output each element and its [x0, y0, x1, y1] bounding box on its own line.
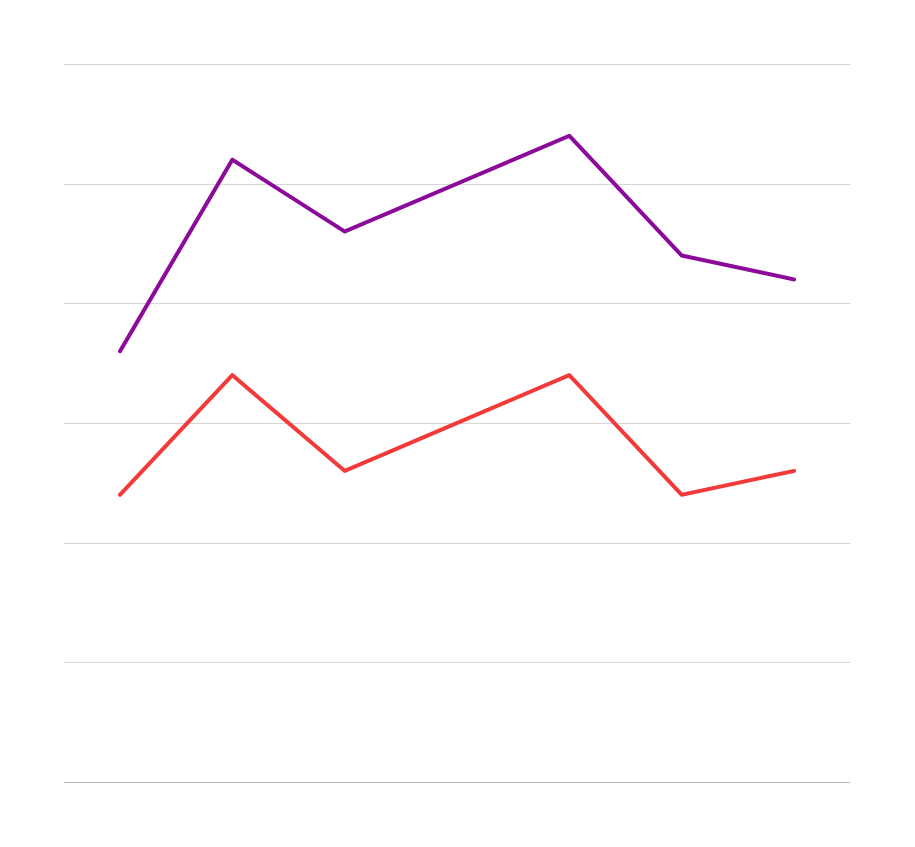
- series-lines: [118, 133, 796, 497]
- series-line-1: [118, 133, 796, 354]
- series-line-2: [118, 373, 796, 497]
